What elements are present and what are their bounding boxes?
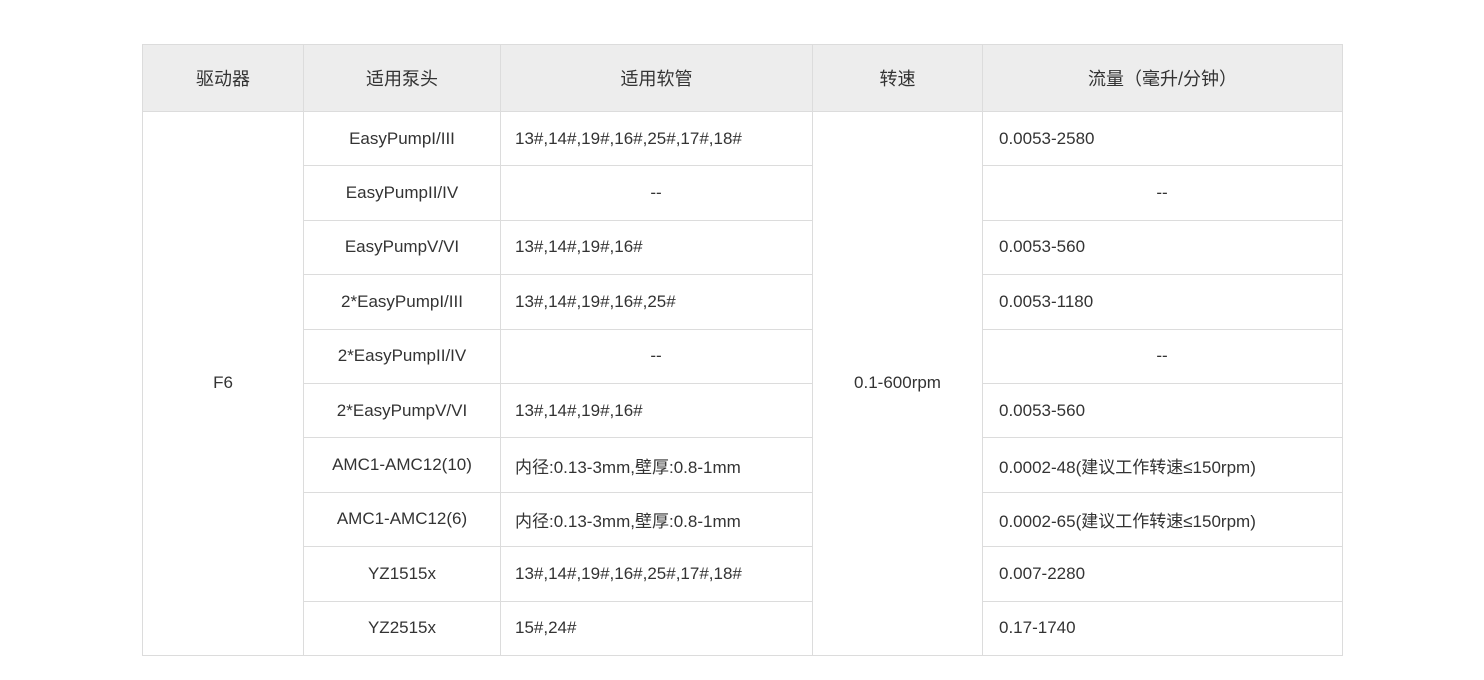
table-row: EasyPumpII/IV -- -- bbox=[143, 165, 1343, 221]
pump-head-cell: YZ2515x bbox=[303, 600, 501, 656]
tube-cell: 13#,14#,19#,16# bbox=[500, 219, 813, 276]
flow-cell: 0.0053-560 bbox=[982, 382, 1343, 439]
tube-cell: 内径:0.13-3mm,壁厚:0.8-1mm bbox=[500, 491, 813, 548]
pump-head-cell: EasyPumpI/III bbox=[303, 110, 501, 167]
pump-head-cell: 2*EasyPumpII/IV bbox=[303, 328, 501, 384]
table-row: 2*EasyPumpV/VI 13#,14#,19#,16# 0.0053-56… bbox=[143, 382, 1343, 439]
header-pump-head: 适用泵头 bbox=[303, 44, 501, 112]
header-flow: 流量（毫升/分钟） bbox=[982, 44, 1343, 112]
flow-cell: 0.007-2280 bbox=[982, 546, 1343, 602]
pump-head-cell: YZ1515x bbox=[303, 546, 501, 602]
table-row: 2*EasyPumpI/III 13#,14#,19#,16#,25# 0.00… bbox=[143, 274, 1343, 330]
pump-head-cell: AMC1-AMC12(10) bbox=[303, 437, 501, 493]
pump-head-cell: AMC1-AMC12(6) bbox=[303, 491, 501, 548]
header-driver: 驱动器 bbox=[142, 44, 304, 112]
flow-cell: 0.0053-560 bbox=[982, 219, 1343, 276]
flow-cell: -- bbox=[982, 328, 1343, 384]
pump-head-cell: 2*EasyPumpV/VI bbox=[303, 382, 501, 439]
table-header-row: 驱动器 适用泵头 适用软管 转速 流量（毫升/分钟） bbox=[142, 44, 1343, 112]
tube-cell: 15#,24# bbox=[500, 600, 813, 656]
tube-cell: 13#,14#,19#,16#,25# bbox=[500, 274, 813, 330]
tube-cell: -- bbox=[500, 165, 813, 221]
tube-cell: 内径:0.13-3mm,壁厚:0.8-1mm bbox=[500, 437, 813, 493]
pump-head-cell: EasyPumpV/VI bbox=[303, 219, 501, 276]
flow-cell: 0.17-1740 bbox=[982, 600, 1343, 656]
tube-cell: 13#,14#,19#,16# bbox=[500, 382, 813, 439]
speed-cell: 0.1-600rpm bbox=[812, 111, 983, 656]
table-row: EasyPumpV/VI 13#,14#,19#,16# 0.0053-560 bbox=[143, 219, 1343, 276]
tube-cell: 13#,14#,19#,16#,25#,17#,18# bbox=[500, 110, 813, 167]
pump-spec-table: 驱动器 适用泵头 适用软管 转速 流量（毫升/分钟） F6 EasyPumpI/… bbox=[142, 44, 1343, 656]
flow-cell: 0.0002-65(建议工作转速≤150rpm) bbox=[982, 491, 1343, 548]
table-row: YZ2515x 15#,24# 0.17-1740 bbox=[143, 600, 1343, 656]
tube-cell: 13#,14#,19#,16#,25#,17#,18# bbox=[500, 546, 813, 602]
pump-spec-table-wrap: 驱动器 适用泵头 适用软管 转速 流量（毫升/分钟） F6 EasyPumpI/… bbox=[142, 44, 1343, 656]
driver-cell: F6 bbox=[142, 111, 304, 656]
flow-cell: 0.0053-1180 bbox=[982, 274, 1343, 330]
tube-cell: -- bbox=[500, 328, 813, 384]
flow-cell: 0.0002-48(建议工作转速≤150rpm) bbox=[982, 437, 1343, 493]
table-row: AMC1-AMC12(6) 内径:0.13-3mm,壁厚:0.8-1mm 0.0… bbox=[143, 491, 1343, 548]
table-row: YZ1515x 13#,14#,19#,16#,25#,17#,18# 0.00… bbox=[143, 546, 1343, 602]
table-row: F6 EasyPumpI/III 13#,14#,19#,16#,25#,17#… bbox=[142, 110, 1343, 656]
table-row: AMC1-AMC12(10) 内径:0.13-3mm,壁厚:0.8-1mm 0.… bbox=[143, 437, 1343, 493]
header-speed: 转速 bbox=[812, 44, 983, 112]
table-row: 2*EasyPumpII/IV -- -- bbox=[143, 328, 1343, 384]
flow-cell: -- bbox=[982, 165, 1343, 221]
pump-head-cell: EasyPumpII/IV bbox=[303, 165, 501, 221]
pump-head-cell: 2*EasyPumpI/III bbox=[303, 274, 501, 330]
header-tubing: 适用软管 bbox=[500, 44, 813, 112]
flow-cell: 0.0053-2580 bbox=[982, 110, 1343, 167]
